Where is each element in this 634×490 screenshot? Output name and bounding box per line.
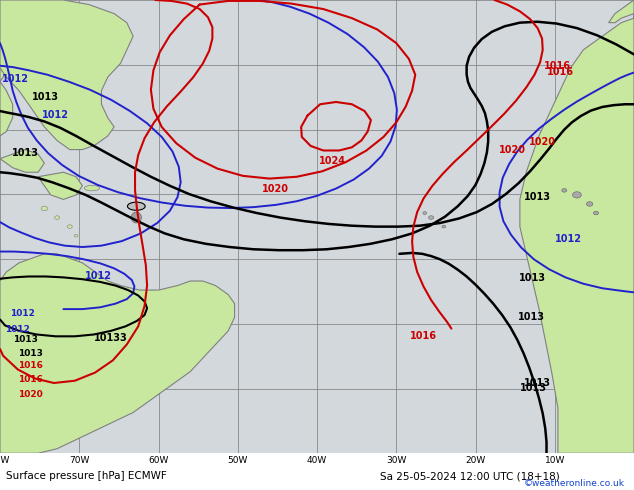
Text: 1020: 1020 [262, 184, 289, 194]
Text: 80W: 80W [0, 456, 10, 465]
Text: 10W: 10W [545, 456, 565, 465]
Text: 1013: 1013 [524, 378, 551, 388]
Polygon shape [609, 0, 634, 23]
Polygon shape [0, 0, 133, 149]
Text: Sa 25-05-2024 12:00 UTC (18+18): Sa 25-05-2024 12:00 UTC (18+18) [380, 471, 560, 481]
Text: 1016: 1016 [544, 61, 571, 71]
Polygon shape [0, 0, 63, 82]
Text: 1020: 1020 [529, 137, 555, 147]
Text: 70W: 70W [69, 456, 89, 465]
Text: 1013: 1013 [521, 383, 547, 392]
Text: 1016: 1016 [18, 361, 43, 370]
Text: 30W: 30W [386, 456, 406, 465]
Polygon shape [67, 225, 72, 228]
Text: Surface pressure [hPa] ECMWF: Surface pressure [hPa] ECMWF [6, 471, 167, 481]
Text: 1013: 1013 [518, 312, 545, 321]
Text: 1012: 1012 [3, 74, 29, 84]
Text: 1013: 1013 [12, 148, 39, 158]
Polygon shape [593, 211, 598, 215]
Polygon shape [55, 216, 60, 220]
Text: 1012: 1012 [555, 235, 581, 245]
Text: 1013: 1013 [13, 335, 38, 344]
Text: 1016: 1016 [547, 67, 574, 77]
Polygon shape [573, 192, 581, 198]
Text: 1012: 1012 [42, 110, 69, 120]
Text: 1012: 1012 [5, 325, 30, 334]
Text: 60W: 60W [148, 456, 169, 465]
Text: 1012: 1012 [85, 271, 112, 281]
Polygon shape [131, 212, 141, 223]
Text: 1012: 1012 [10, 309, 35, 318]
Text: 1013: 1013 [32, 92, 59, 102]
Text: 1013: 1013 [519, 273, 546, 283]
Polygon shape [520, 0, 634, 453]
Text: 1020: 1020 [18, 390, 43, 398]
Polygon shape [127, 202, 145, 210]
Text: 1020: 1020 [499, 145, 526, 155]
Text: 1016: 1016 [18, 375, 43, 384]
Text: ©weatheronline.co.uk: ©weatheronline.co.uk [524, 479, 624, 488]
Polygon shape [0, 149, 44, 172]
Polygon shape [586, 202, 593, 206]
Text: 40W: 40W [307, 456, 327, 465]
Polygon shape [0, 82, 13, 136]
Polygon shape [429, 216, 434, 220]
Text: 1013: 1013 [18, 349, 43, 358]
Text: 1013: 1013 [524, 193, 551, 202]
Polygon shape [38, 172, 82, 199]
Polygon shape [84, 185, 100, 191]
Text: 1016: 1016 [410, 331, 437, 341]
Polygon shape [0, 254, 235, 453]
Polygon shape [442, 225, 446, 228]
Polygon shape [562, 189, 567, 192]
Text: 10133: 10133 [94, 333, 128, 343]
Text: 50W: 50W [228, 456, 248, 465]
Polygon shape [41, 206, 48, 211]
Polygon shape [423, 212, 427, 215]
Text: 1024: 1024 [320, 156, 346, 167]
Text: 20W: 20W [465, 456, 486, 465]
Polygon shape [74, 234, 78, 237]
